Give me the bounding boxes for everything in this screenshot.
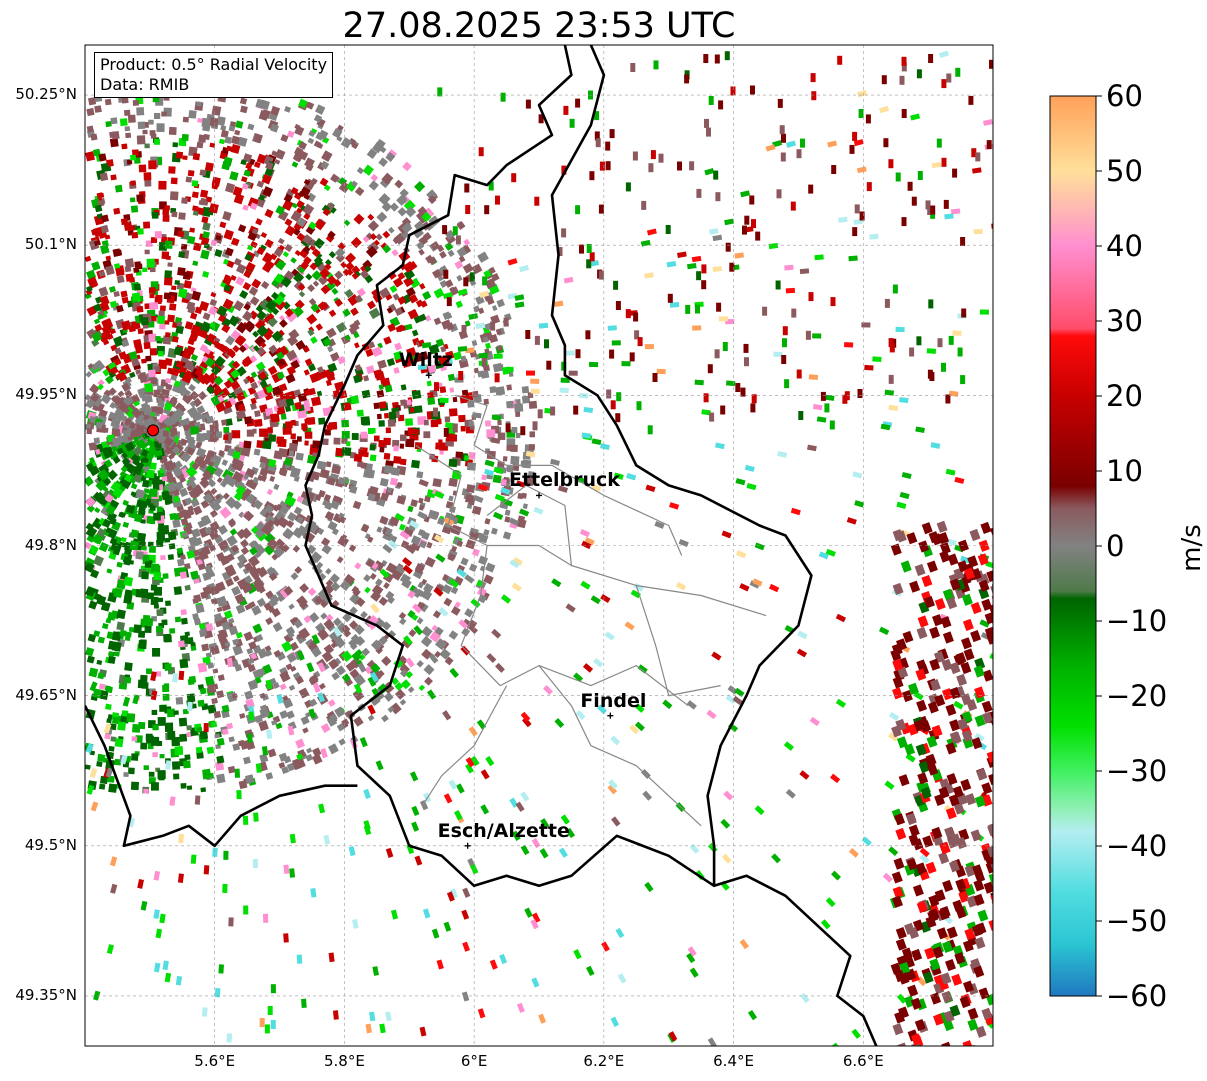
city-label: Esch/Alzette <box>437 819 570 842</box>
latitude-tick-label: 49.65°N <box>15 685 77 704</box>
city-label: Findel <box>580 689 647 712</box>
colorbar-tick-label: −40 <box>1106 829 1168 863</box>
longitude-tick-label: 6.2°E <box>583 1052 625 1070</box>
colorbar-ticks <box>1096 95 1102 997</box>
latitude-tick-label: 50.1°N <box>24 235 77 254</box>
colorbar <box>1049 95 1097 997</box>
product-info-box: Product: 0.5° Radial Velocity Data: RMIB <box>94 52 334 98</box>
canton-border <box>454 394 683 556</box>
border-layer <box>85 45 878 1046</box>
city-marker <box>464 842 471 849</box>
national-border <box>85 705 358 848</box>
canton-border <box>487 544 767 617</box>
colorbar-tick-label: −60 <box>1106 979 1168 1013</box>
city-label: Ettelbruck <box>509 469 620 492</box>
product-label: Product: 0.5° Radial Velocity <box>100 55 328 74</box>
canton-border <box>421 685 508 807</box>
latitude-tick-label: 49.95°N <box>15 385 77 404</box>
radar-site-marker <box>147 424 160 437</box>
longitude-tick-label: 5.8°E <box>324 1052 365 1070</box>
city-marker <box>536 492 542 499</box>
latitude-tick-label: 49.35°N <box>15 985 77 1004</box>
canton-border <box>486 484 572 566</box>
latitude-tick-label: 49.5°N <box>24 835 77 854</box>
data-source-label: Data: RMIB <box>100 75 190 94</box>
colorbar-tick-label: 60 <box>1106 79 1143 113</box>
latitude-tick-label: 49.8°N <box>24 535 77 554</box>
colorbar-tick-label: 0 <box>1106 529 1125 563</box>
colorbar-tick-label: 50 <box>1106 154 1143 188</box>
city-label: Wiltz <box>398 349 453 372</box>
colorbar-tick-label: −30 <box>1106 754 1168 788</box>
longitude-tick-label: 6.6°E <box>842 1052 884 1070</box>
national-border <box>713 874 878 1046</box>
city-markers <box>425 372 614 849</box>
national-border <box>304 45 813 888</box>
colorbar-tick-label: 30 <box>1106 304 1143 338</box>
city-marker <box>607 712 614 719</box>
colorbar-tick-label: 10 <box>1106 454 1143 488</box>
colorbar-tick-label: 40 <box>1106 229 1143 263</box>
graticule <box>85 45 993 1046</box>
colorbar-tick-label: −10 <box>1106 604 1168 638</box>
latitude-tick-label: 50.25°N <box>15 85 77 104</box>
longitude-tick-label: 6°E <box>460 1052 488 1070</box>
plot-frame <box>84 44 994 1047</box>
city-marker <box>425 372 432 379</box>
colorbar-tick-label: 20 <box>1106 379 1143 413</box>
longitude-tick-label: 5.6°E <box>194 1052 236 1070</box>
radar-echo-layer <box>85 50 993 1046</box>
colorbar-unit-label: m/s <box>1176 524 1207 572</box>
canton-border <box>415 444 689 707</box>
longitude-tick-label: 6.4°E <box>713 1052 754 1070</box>
colorbar-tick-label: −50 <box>1106 904 1168 938</box>
map-title: 27.08.2025 23:53 UTC <box>342 6 736 46</box>
canton-border <box>635 585 721 697</box>
colorbar-tick-label: −20 <box>1106 679 1168 713</box>
canton-border <box>538 665 702 827</box>
